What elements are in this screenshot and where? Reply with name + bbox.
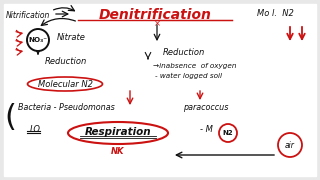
Text: ×: ×	[154, 19, 161, 28]
Text: Reduction: Reduction	[163, 48, 205, 57]
Text: Bacteria - Pseudomonas: Bacteria - Pseudomonas	[18, 103, 115, 112]
Text: (: (	[4, 103, 16, 132]
Text: N2: N2	[223, 130, 233, 136]
Text: NK: NK	[111, 147, 125, 156]
Text: Mo l.  N2: Mo l. N2	[257, 9, 293, 18]
Text: LO: LO	[30, 125, 41, 134]
Text: air: air	[285, 141, 295, 150]
Text: Nitrification: Nitrification	[6, 11, 50, 20]
Text: Nitrate: Nitrate	[57, 33, 86, 42]
Ellipse shape	[68, 122, 168, 144]
Text: Denitrification: Denitrification	[99, 8, 212, 22]
Text: paracoccus: paracoccus	[183, 103, 228, 112]
Text: - water logged soil: - water logged soil	[155, 73, 222, 79]
Text: Respiration: Respiration	[85, 127, 151, 137]
Circle shape	[27, 29, 49, 51]
Text: →inabsence  of oxygen: →inabsence of oxygen	[153, 63, 236, 69]
Text: - M: - M	[200, 125, 213, 134]
Text: NO₃⁻: NO₃⁻	[28, 37, 48, 43]
Ellipse shape	[28, 77, 102, 91]
Text: Reduction: Reduction	[45, 57, 87, 66]
Circle shape	[278, 133, 302, 157]
Circle shape	[219, 124, 237, 142]
Text: Molecular N2: Molecular N2	[37, 80, 92, 89]
